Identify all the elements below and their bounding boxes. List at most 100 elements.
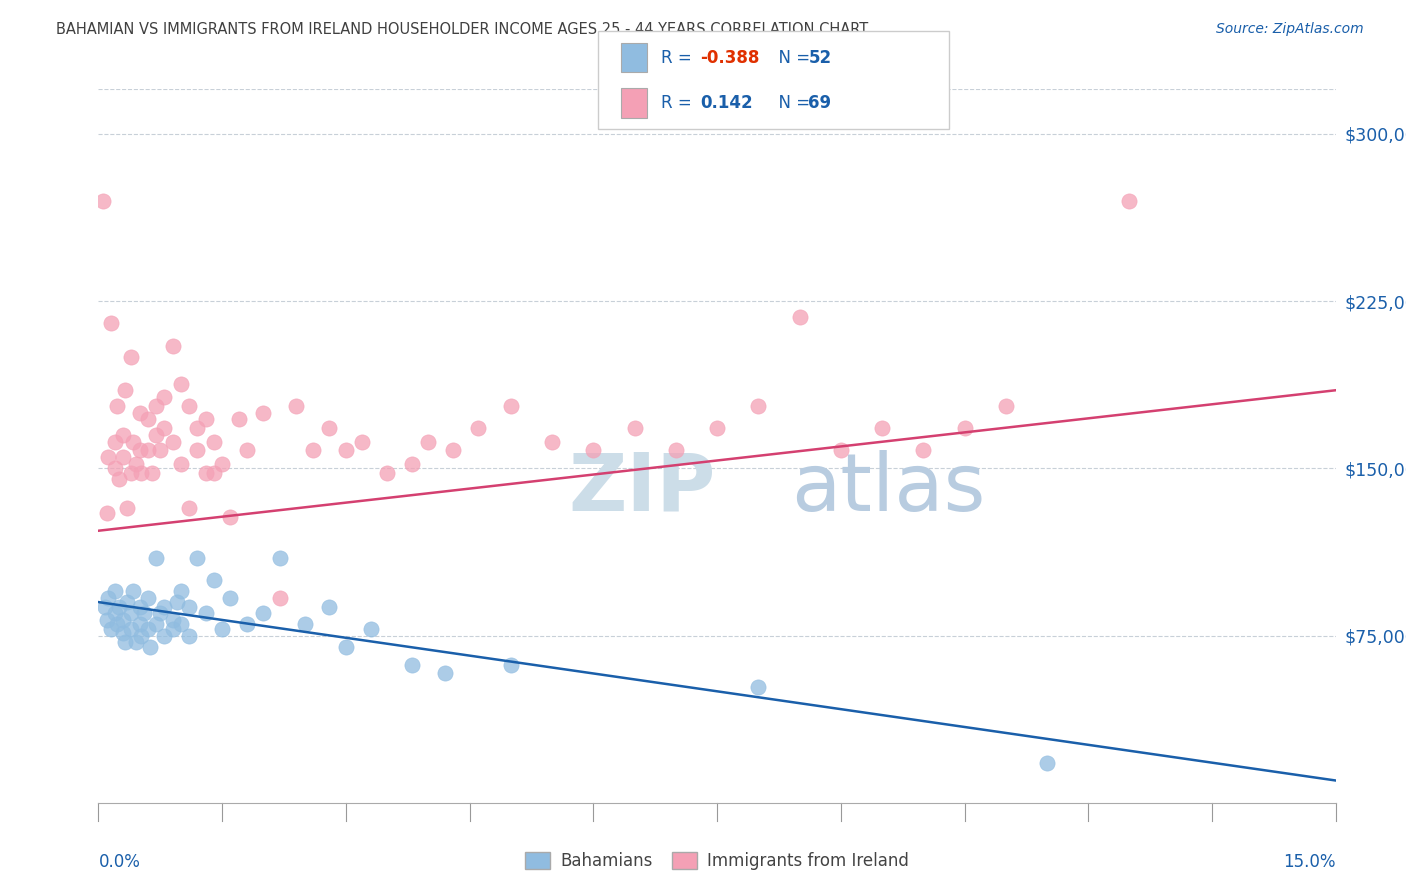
Point	[747, 680, 769, 694]
Point	[789, 310, 811, 324]
Point	[202, 573, 225, 587]
Point	[120, 622, 142, 636]
Text: 52: 52	[808, 48, 831, 67]
Point	[318, 421, 340, 435]
Point	[706, 421, 728, 435]
Point	[170, 376, 193, 391]
Point	[97, 450, 120, 464]
Point	[104, 434, 127, 449]
Point	[994, 399, 1017, 413]
Text: 0.0%: 0.0%	[98, 853, 141, 871]
Point	[499, 657, 522, 672]
Point	[162, 613, 184, 627]
Point	[149, 443, 172, 458]
Text: R =: R =	[661, 94, 697, 112]
Point	[120, 607, 142, 621]
Point	[149, 607, 172, 621]
Point	[202, 466, 225, 480]
Point	[665, 443, 688, 458]
Point	[194, 607, 217, 621]
Point	[179, 628, 201, 642]
Point	[114, 384, 136, 398]
Point	[117, 501, 139, 516]
Point	[194, 466, 217, 480]
Point	[112, 613, 135, 627]
Point	[1118, 194, 1140, 208]
Point	[104, 583, 127, 598]
Text: atlas: atlas	[792, 450, 986, 528]
Point	[953, 421, 976, 435]
Point	[294, 617, 316, 632]
Text: R =: R =	[661, 48, 697, 67]
Point	[105, 617, 128, 632]
Point	[194, 412, 217, 426]
Point	[108, 599, 131, 614]
Point	[252, 405, 274, 419]
Y-axis label: Householder Income Ages 25 - 44 years: Householder Income Ages 25 - 44 years	[0, 293, 7, 599]
Point	[108, 473, 131, 487]
Point	[467, 421, 489, 435]
Point	[335, 443, 357, 458]
Point	[285, 399, 308, 413]
Point	[104, 461, 127, 475]
Point	[96, 506, 118, 520]
Point	[124, 635, 146, 649]
Point	[114, 635, 136, 649]
Point	[335, 640, 357, 654]
Point	[269, 550, 291, 565]
Point	[170, 583, 193, 598]
Point	[153, 628, 176, 642]
Legend: Bahamians, Immigrants from Ireland: Bahamians, Immigrants from Ireland	[519, 845, 915, 877]
Point	[179, 399, 201, 413]
Point	[269, 591, 291, 605]
Point	[912, 443, 935, 458]
Point	[141, 466, 163, 480]
Point	[441, 443, 464, 458]
Point	[162, 622, 184, 636]
Point	[100, 316, 122, 330]
Point	[401, 657, 423, 672]
Point	[128, 617, 150, 632]
Point	[219, 510, 242, 524]
Point	[170, 457, 193, 471]
Point	[136, 443, 159, 458]
Point	[94, 599, 117, 614]
Point	[211, 622, 233, 636]
Point	[128, 599, 150, 614]
Point	[136, 412, 159, 426]
Point	[128, 443, 150, 458]
Point	[228, 412, 250, 426]
Point	[132, 607, 155, 621]
Point	[360, 622, 382, 636]
Text: N =: N =	[768, 94, 815, 112]
Point	[112, 626, 135, 640]
Text: 69: 69	[808, 94, 831, 112]
Point	[170, 617, 193, 632]
Point	[186, 550, 208, 565]
Point	[162, 338, 184, 352]
Point	[830, 443, 852, 458]
Point	[219, 591, 242, 605]
Point	[120, 350, 142, 364]
Point	[136, 591, 159, 605]
Point	[112, 427, 135, 442]
Point	[153, 390, 176, 404]
Point	[153, 599, 176, 614]
Point	[236, 617, 259, 632]
Point	[153, 421, 176, 435]
Point	[128, 405, 150, 419]
Text: 0.142: 0.142	[700, 94, 752, 112]
Point	[202, 434, 225, 449]
Point	[104, 607, 127, 621]
Point	[145, 550, 167, 565]
Point	[117, 595, 139, 609]
Point	[124, 457, 146, 471]
Point	[91, 194, 114, 208]
Point	[375, 466, 398, 480]
Point	[145, 427, 167, 442]
Point	[211, 457, 233, 471]
Point	[186, 421, 208, 435]
Point	[541, 434, 564, 449]
Point	[623, 421, 645, 435]
Point	[318, 599, 340, 614]
